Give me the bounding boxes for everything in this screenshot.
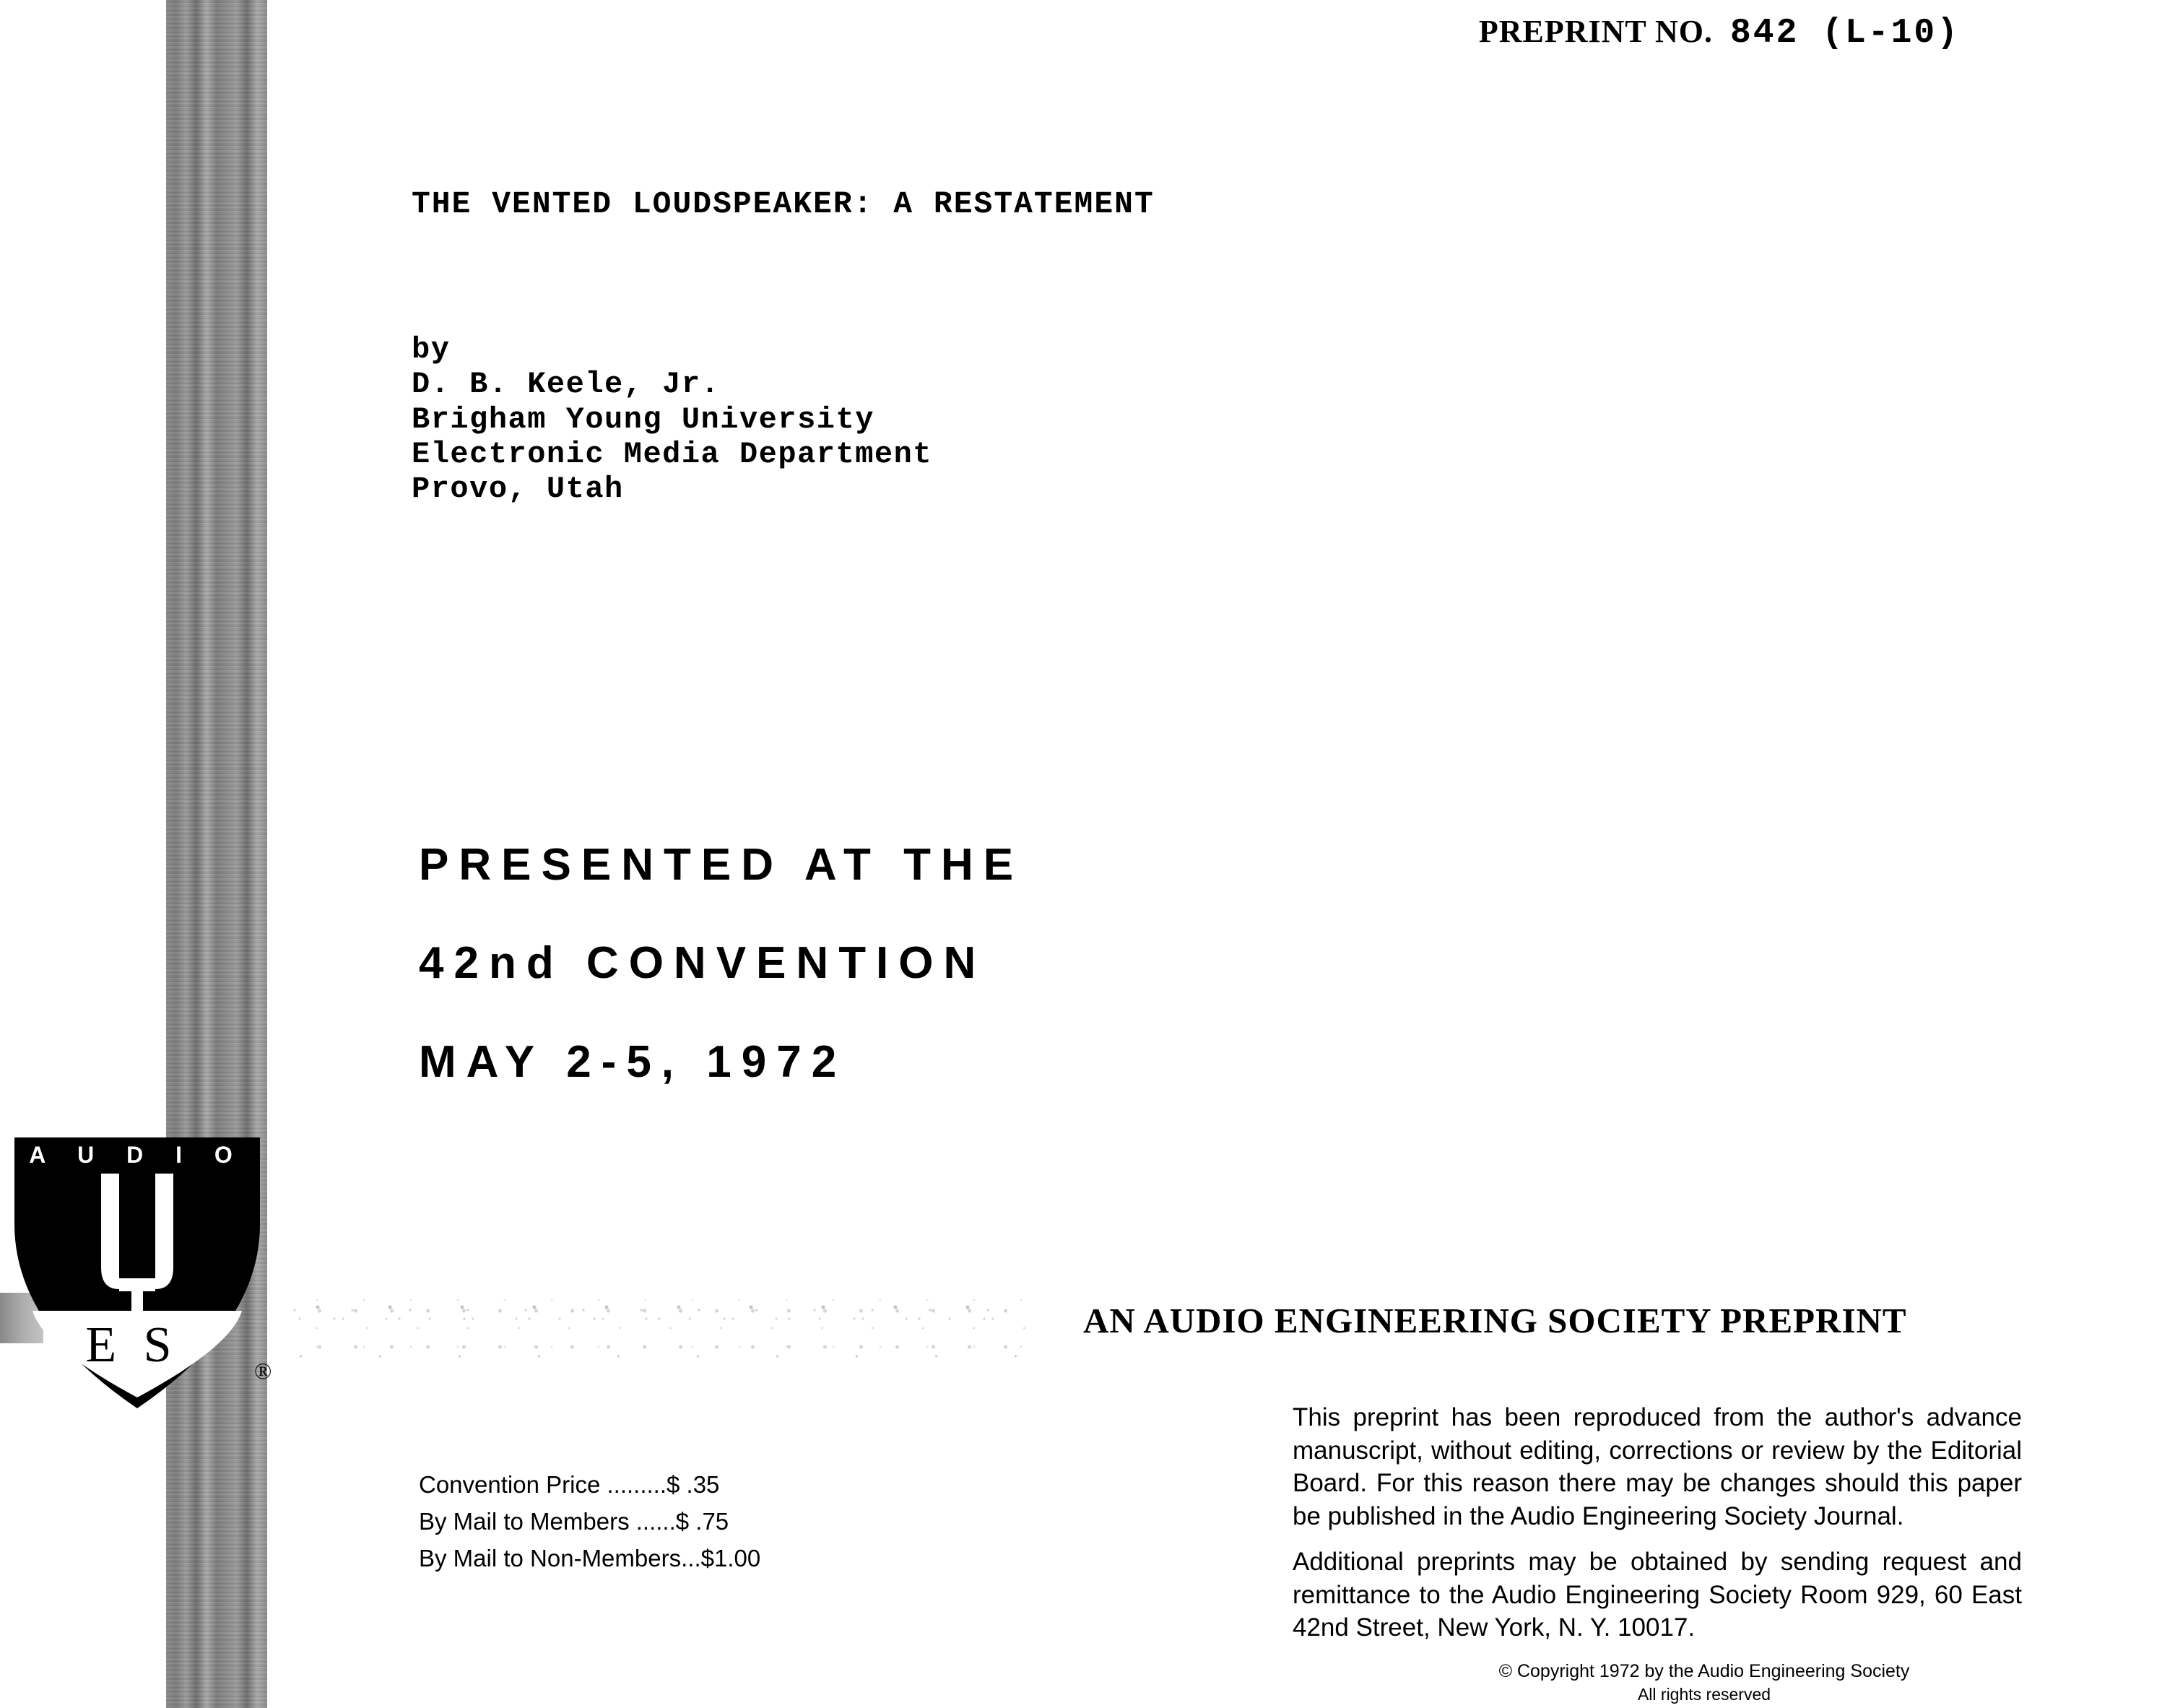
- pricing-block: Convention Price .........$ .35 By Mail …: [419, 1466, 760, 1577]
- preprint-number: 842 (L-10): [1730, 14, 1960, 53]
- copyright-line2: All rights reserved: [1415, 1685, 1993, 1704]
- convention-line2: 42nd CONVENTION: [419, 914, 1023, 1013]
- author-name: D. B. Keele, Jr.: [412, 367, 932, 402]
- preprint-para1: This preprint has been reproduced from t…: [1293, 1401, 2022, 1533]
- convention-block: PRESENTED AT THE 42nd CONVENTION MAY 2-5…: [419, 816, 1023, 1111]
- preprint-label: PREPRINT NO.: [1479, 14, 1713, 49]
- scan-speckle-artifact: [289, 1293, 1025, 1358]
- copyright-line1: © Copyright 1972 by the Audio Engineerin…: [1415, 1661, 1993, 1682]
- preprint-section-title: AN AUDIO ENGINEERING SOCIETY PREPRINT: [1083, 1300, 1907, 1341]
- scan-artifact-strip: [166, 0, 267, 1708]
- pricing-row-members: By Mail to Members ......$ .75: [419, 1503, 760, 1540]
- pricing-row-convention: Convention Price .........$ .35: [419, 1466, 760, 1503]
- convention-line3: MAY 2-5, 1972: [419, 1013, 1023, 1111]
- aes-logo: A U D I O E S: [0, 1123, 274, 1412]
- registered-mark: ®: [254, 1358, 272, 1384]
- author-affiliation1: Brigham Young University: [412, 402, 932, 437]
- author-by: by: [412, 332, 932, 367]
- preprint-para2: Additional preprints may be obtained by …: [1293, 1546, 2022, 1644]
- preprint-body-text: This preprint has been reproduced from t…: [1293, 1401, 2022, 1657]
- author-location: Provo, Utah: [412, 472, 932, 506]
- logo-audio-text: A U D I O: [29, 1142, 245, 1168]
- pricing-row-nonmembers: By Mail to Non-Members...$1.00: [419, 1540, 760, 1577]
- paper-title: THE VENTED LOUDSPEAKER: A RESTATEMENT: [412, 186, 1155, 222]
- logo-es-text: E S: [85, 1317, 178, 1373]
- convention-line1: PRESENTED AT THE: [419, 816, 1023, 914]
- preprint-header: PREPRINT NO. 842 (L-10): [1479, 13, 1960, 53]
- copyright-block: © Copyright 1972 by the Audio Engineerin…: [1415, 1661, 1993, 1704]
- author-block: by D. B. Keele, Jr. Brigham Young Univer…: [412, 332, 932, 506]
- author-affiliation2: Electronic Media Department: [412, 437, 932, 472]
- aes-shield-icon: A U D I O E S: [0, 1123, 274, 1412]
